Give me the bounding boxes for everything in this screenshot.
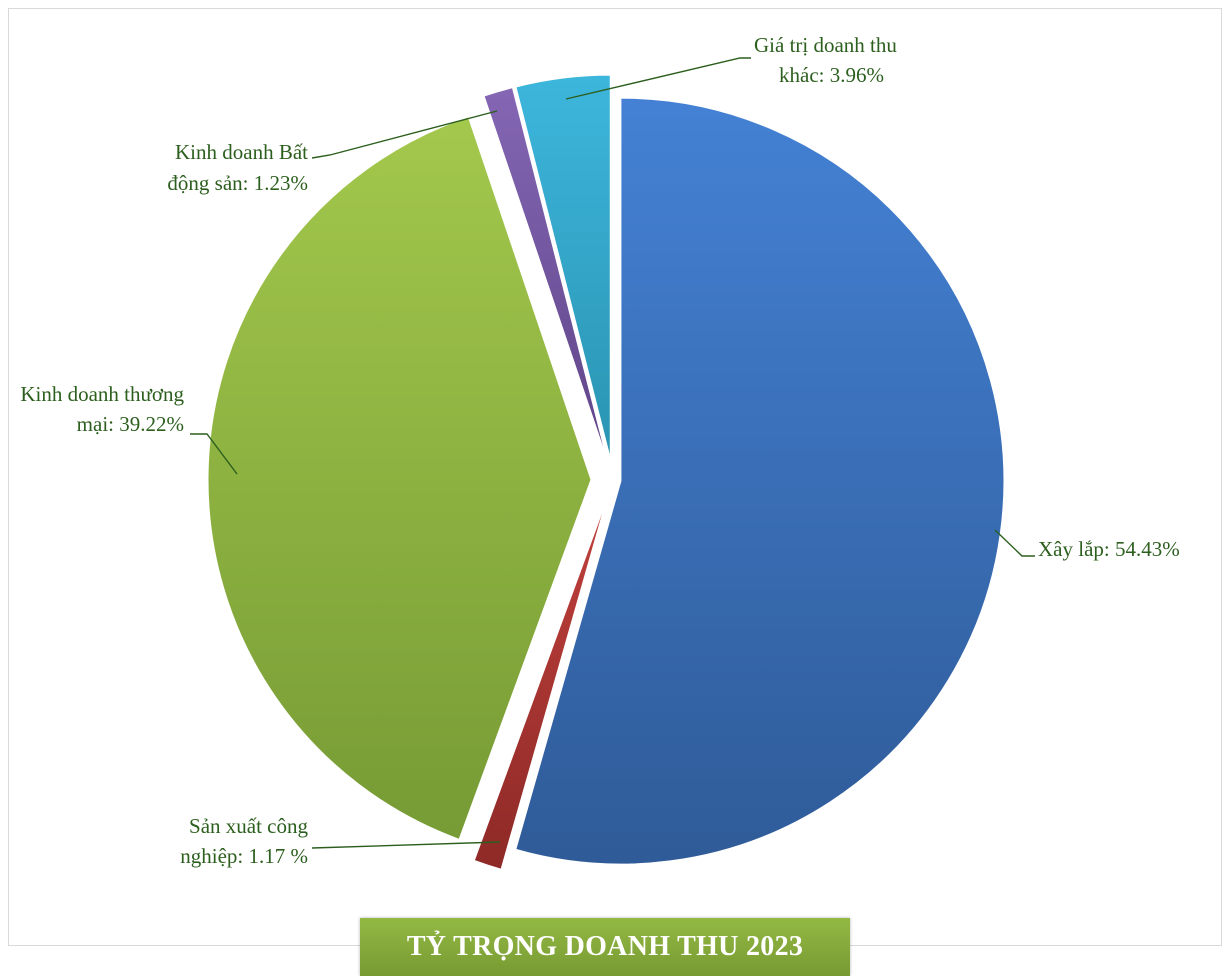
data-label-1: Xây lắp: 54.43%	[1038, 537, 1180, 561]
data-label-4-line-2: động sản: 1.23%	[167, 171, 308, 195]
chart-title: TỶ TRỌNG DOANH THU 2023	[406, 931, 804, 962]
data-label-3-line-2: mại: 39.22%	[77, 412, 184, 436]
data-labels-layer: Xây lắp: 54.43% Sản xuất công nghiệp: 1.17…	[20, 33, 1179, 868]
data-label-2: Sản xuất công nghiệp: 1.17 %	[180, 814, 308, 868]
data-label-5-line-2: khác: 3.96%	[779, 63, 884, 87]
leader-line-3	[190, 433, 238, 475]
data-label-5-line-1: Giá trị doanh thu	[754, 33, 897, 57]
chart-title-box: TỶ TRỌNG DOANH THU 2023	[360, 918, 850, 976]
leader-line-4	[311, 110, 498, 159]
data-label-3-line-1: Kinh doanh thương	[20, 382, 184, 406]
leader-lines-layer	[190, 57, 1035, 849]
pie-slice-5	[515, 74, 611, 459]
pie-slice-3	[207, 116, 592, 840]
data-label-1-line-1: Xây lắp: 54.43%	[1038, 537, 1180, 561]
data-label-4: Kinh doanh Bất động sản: 1.23%	[167, 140, 308, 195]
leader-line-2	[311, 841, 501, 849]
leader-line-1	[994, 529, 1035, 557]
data-label-2-line-2: nghiệp: 1.17 %	[180, 844, 308, 868]
data-label-2-line-1: Sản xuất công	[189, 814, 308, 838]
data-label-3: Kinh doanh thương mại: 39.22%	[20, 382, 184, 436]
data-label-4-line-1: Kinh doanh Bất	[175, 140, 308, 164]
leader-line-5	[565, 57, 751, 100]
slices-layer	[207, 74, 1005, 870]
data-label-5: Giá trị doanh thu khác: 3.96%	[754, 33, 897, 87]
pie-slice-4	[483, 87, 608, 460]
pie-slice-2	[473, 500, 607, 870]
